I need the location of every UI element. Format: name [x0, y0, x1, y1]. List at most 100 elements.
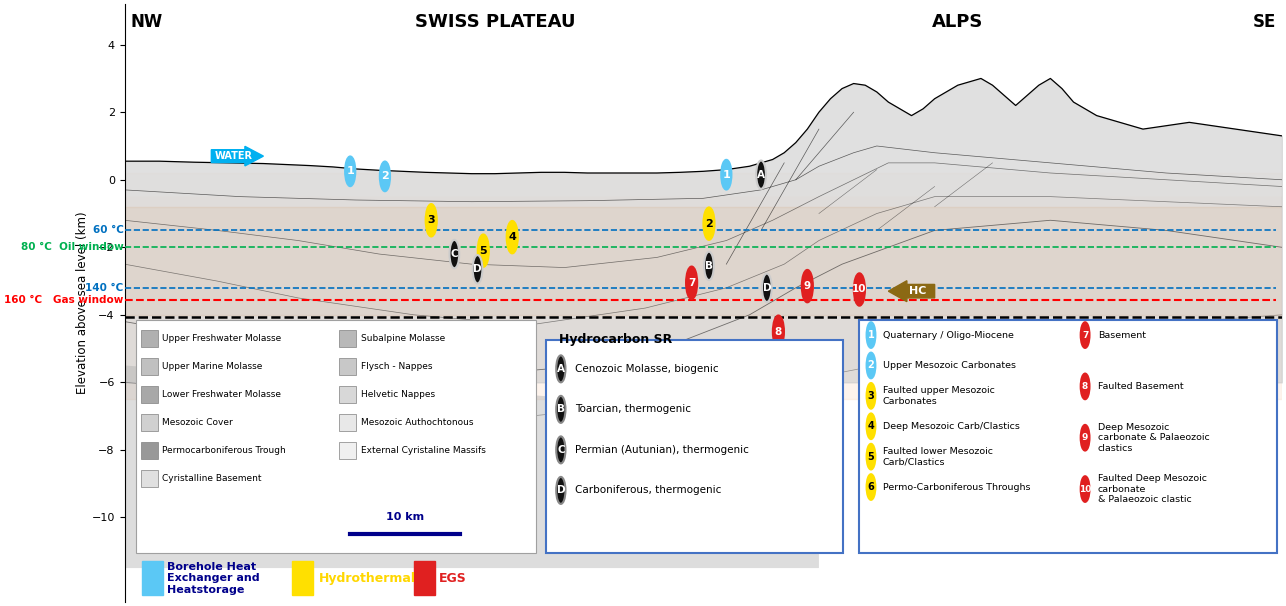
Text: Permian (Autunian), thermogenic: Permian (Autunian), thermogenic	[575, 445, 748, 455]
Circle shape	[1080, 322, 1089, 348]
Text: Deep Mesozoic
carbonate & Palaeozoic
clastics: Deep Mesozoic carbonate & Palaeozoic cla…	[1098, 423, 1210, 453]
Circle shape	[867, 322, 876, 348]
Circle shape	[1080, 373, 1089, 399]
Text: EGS: EGS	[440, 571, 467, 585]
Text: Quaternary / Oligo-Miocene: Quaternary / Oligo-Miocene	[882, 331, 1013, 339]
FancyBboxPatch shape	[135, 320, 536, 553]
Text: 7: 7	[1082, 331, 1088, 339]
Circle shape	[867, 413, 876, 439]
Text: Faulted lower Mesozoic
Carb/Clastics: Faulted lower Mesozoic Carb/Clastics	[882, 447, 993, 467]
Text: WATER: WATER	[215, 151, 253, 161]
Bar	[338, 414, 356, 431]
FancyBboxPatch shape	[859, 320, 1277, 553]
Circle shape	[557, 396, 566, 423]
Text: Cyristalline Basement: Cyristalline Basement	[162, 474, 261, 483]
Text: 9: 9	[804, 281, 811, 291]
Text: External Cyristaline Massifs: External Cyristaline Massifs	[360, 446, 486, 455]
Text: Deep Mesozoic Carb/Clastics: Deep Mesozoic Carb/Clastics	[882, 422, 1020, 431]
Text: Basement: Basement	[1098, 331, 1146, 339]
Circle shape	[507, 221, 518, 253]
Circle shape	[705, 251, 714, 280]
Text: 60 °C: 60 °C	[93, 225, 123, 235]
Circle shape	[450, 240, 459, 268]
Text: Faulted Deep Mesozoic
carbonate
& Palaeozoic clastic: Faulted Deep Mesozoic carbonate & Palaeo…	[1098, 474, 1206, 504]
Bar	[140, 442, 158, 459]
Text: NW: NW	[130, 13, 162, 31]
Bar	[338, 358, 356, 375]
Circle shape	[473, 255, 482, 284]
Circle shape	[867, 353, 876, 378]
Text: Mesozoic Cover: Mesozoic Cover	[162, 418, 233, 427]
Text: 4: 4	[868, 421, 874, 431]
Circle shape	[557, 477, 566, 504]
Bar	[125, 173, 1282, 207]
FancyBboxPatch shape	[547, 340, 842, 553]
FancyArrow shape	[211, 146, 264, 166]
Text: 4: 4	[508, 232, 516, 242]
Circle shape	[1080, 425, 1089, 450]
Text: 10: 10	[1079, 485, 1092, 493]
Text: 2: 2	[868, 361, 874, 370]
Text: Carboniferous, thermogenic: Carboniferous, thermogenic	[575, 485, 721, 495]
Circle shape	[557, 355, 566, 382]
Text: 8: 8	[774, 327, 782, 337]
Text: D: D	[557, 485, 565, 495]
Text: 80 °C  Oil window: 80 °C Oil window	[21, 242, 123, 252]
Text: Hydrocarbon SR: Hydrocarbon SR	[558, 333, 671, 347]
Text: C: C	[557, 445, 565, 455]
Bar	[338, 330, 356, 347]
Circle shape	[867, 383, 876, 408]
Bar	[125, 207, 1282, 315]
Circle shape	[477, 235, 489, 267]
Text: 10 km: 10 km	[386, 513, 423, 522]
Text: 5: 5	[868, 451, 874, 462]
Text: 3: 3	[427, 215, 435, 225]
Text: 7: 7	[688, 278, 696, 288]
Text: B: B	[557, 404, 565, 415]
Text: Flysch - Nappes: Flysch - Nappes	[360, 362, 432, 371]
Circle shape	[756, 161, 766, 189]
Text: 9: 9	[1082, 433, 1088, 442]
Polygon shape	[125, 78, 1282, 196]
Bar	[141, 561, 163, 595]
Text: D: D	[763, 283, 772, 293]
Bar	[292, 561, 314, 595]
Polygon shape	[125, 348, 819, 568]
Text: 140 °C: 140 °C	[85, 283, 123, 293]
Circle shape	[801, 270, 813, 302]
Text: HC: HC	[909, 286, 926, 296]
Bar	[338, 386, 356, 403]
Text: 1: 1	[723, 170, 730, 180]
Text: Hydrothermal: Hydrothermal	[319, 571, 415, 585]
Bar	[414, 561, 435, 595]
Text: Subalpine Molasse: Subalpine Molasse	[360, 334, 445, 343]
Text: Faulted Basement: Faulted Basement	[1098, 382, 1183, 391]
Circle shape	[557, 436, 566, 464]
Circle shape	[773, 316, 784, 348]
Text: 8: 8	[1082, 382, 1088, 391]
Circle shape	[703, 207, 715, 240]
Circle shape	[854, 273, 865, 305]
Circle shape	[1080, 476, 1089, 502]
Bar	[140, 358, 158, 375]
Text: 6: 6	[868, 482, 874, 492]
Circle shape	[685, 267, 697, 299]
Text: Faulted upper Mesozoic
Carbonates: Faulted upper Mesozoic Carbonates	[882, 386, 994, 405]
Bar	[338, 442, 356, 459]
Text: Permo-Carboniferous Throughs: Permo-Carboniferous Throughs	[882, 482, 1030, 491]
Text: B: B	[705, 261, 712, 271]
Circle shape	[379, 162, 390, 191]
Text: 10: 10	[853, 284, 867, 295]
Text: Cenozoic Molasse, biogenic: Cenozoic Molasse, biogenic	[575, 364, 719, 374]
Text: Upper Marine Molasse: Upper Marine Molasse	[162, 362, 262, 371]
Circle shape	[721, 160, 732, 190]
Y-axis label: Elevation above sea level (km): Elevation above sea level (km)	[76, 211, 89, 395]
Text: A: A	[757, 170, 765, 180]
Text: Helvetic Nappes: Helvetic Nappes	[360, 390, 435, 399]
Text: Permocarboniferous Trough: Permocarboniferous Trough	[162, 446, 285, 455]
Text: SWISS PLATEAU: SWISS PLATEAU	[414, 13, 575, 31]
Text: 1: 1	[346, 166, 354, 176]
Bar	[140, 414, 158, 431]
Text: 5: 5	[480, 245, 487, 256]
Text: D: D	[473, 264, 482, 275]
